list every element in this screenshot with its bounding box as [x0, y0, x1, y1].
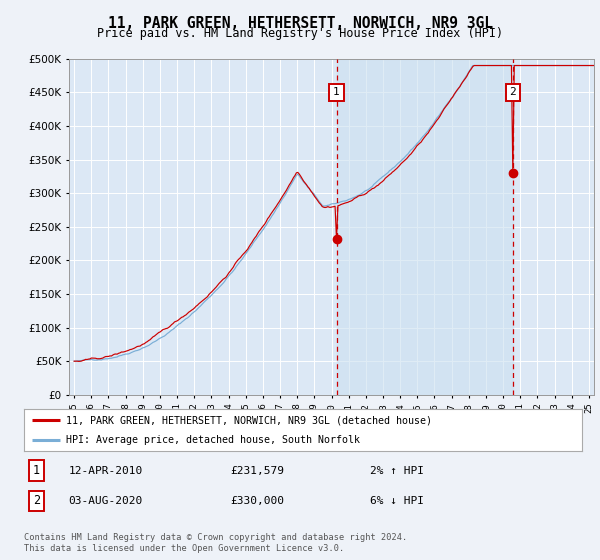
Text: 12-APR-2010: 12-APR-2010	[68, 465, 143, 475]
Text: 2% ↑ HPI: 2% ↑ HPI	[370, 465, 424, 475]
Text: HPI: Average price, detached house, South Norfolk: HPI: Average price, detached house, Sout…	[66, 435, 360, 445]
Text: 11, PARK GREEN, HETHERSETT, NORWICH, NR9 3GL: 11, PARK GREEN, HETHERSETT, NORWICH, NR9…	[107, 16, 493, 31]
Text: 2: 2	[33, 494, 40, 507]
Text: 2: 2	[509, 87, 516, 97]
Text: 6% ↓ HPI: 6% ↓ HPI	[370, 496, 424, 506]
Text: £330,000: £330,000	[230, 496, 284, 506]
Text: 03-AUG-2020: 03-AUG-2020	[68, 496, 143, 506]
Text: 1: 1	[33, 464, 40, 477]
Text: £231,579: £231,579	[230, 465, 284, 475]
Text: Price paid vs. HM Land Registry's House Price Index (HPI): Price paid vs. HM Land Registry's House …	[97, 27, 503, 40]
Text: 11, PARK GREEN, HETHERSETT, NORWICH, NR9 3GL (detached house): 11, PARK GREEN, HETHERSETT, NORWICH, NR9…	[66, 415, 432, 425]
Text: 1: 1	[333, 87, 340, 97]
Text: Contains HM Land Registry data © Crown copyright and database right 2024.
This d: Contains HM Land Registry data © Crown c…	[24, 533, 407, 553]
